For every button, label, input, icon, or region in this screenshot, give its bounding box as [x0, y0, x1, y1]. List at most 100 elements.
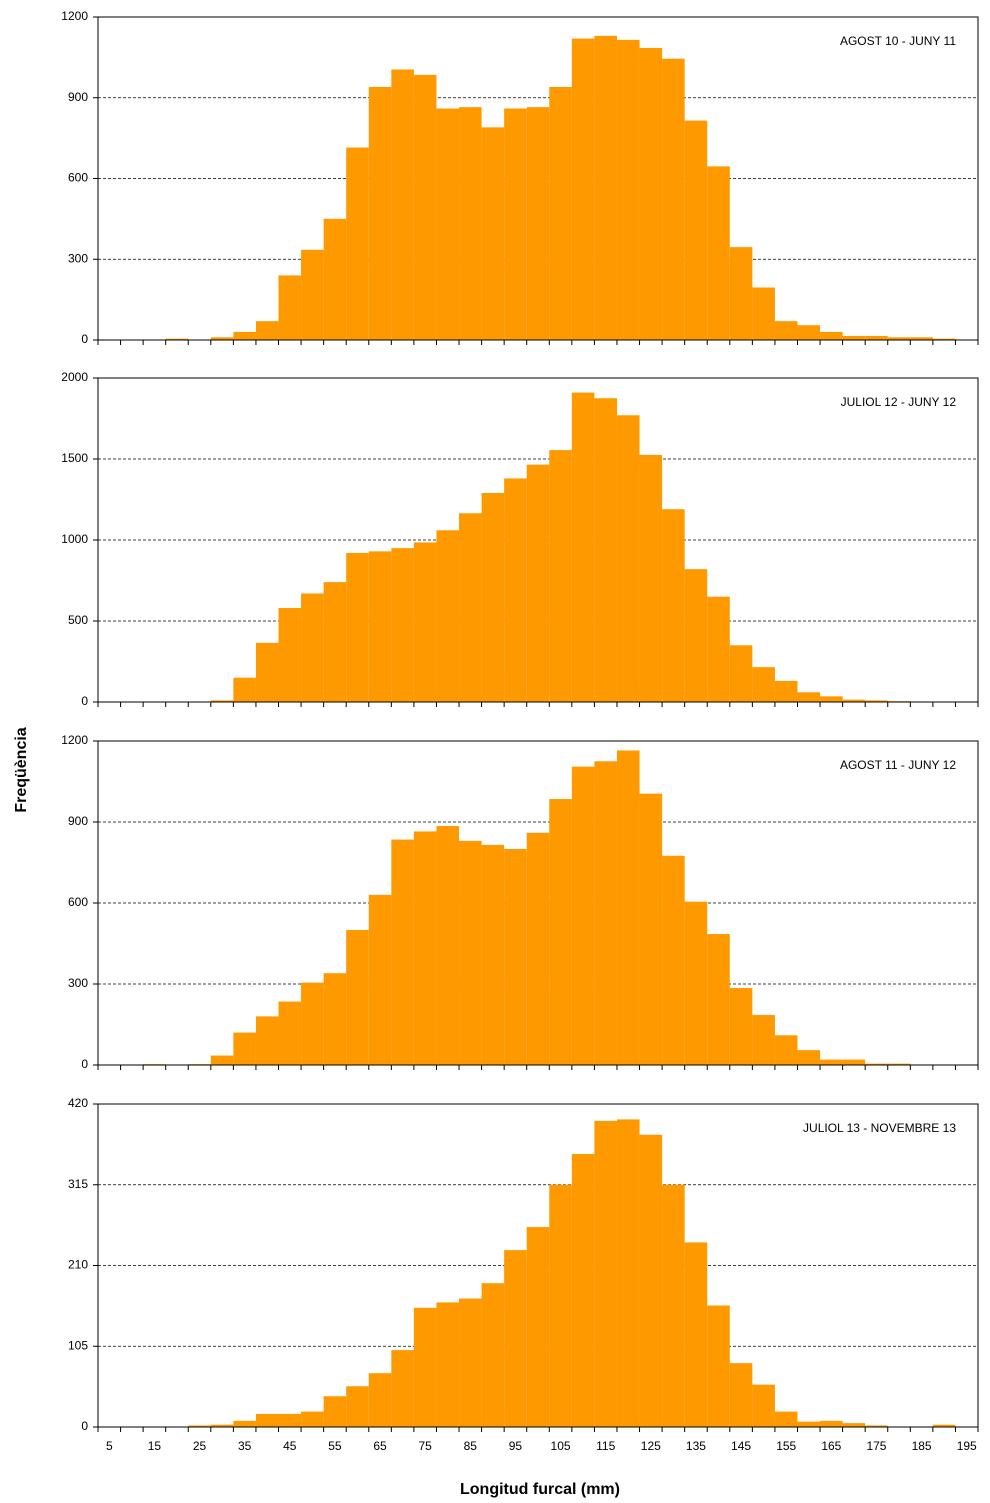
bar [368, 86, 392, 340]
x-tick-label: 65 [373, 1439, 387, 1453]
y-tick-label: 1000 [61, 532, 88, 546]
annotation: AGOST 10 - JUNY 11 [840, 34, 956, 48]
bar [616, 750, 640, 1065]
x-tick-label: 85 [464, 1439, 478, 1453]
plot-frame [97, 16, 979, 341]
bar [459, 840, 482, 1065]
bar [549, 799, 572, 1065]
bar [616, 39, 640, 341]
bar [368, 551, 392, 702]
bar [504, 478, 527, 702]
bar [481, 127, 505, 340]
bar [662, 1184, 685, 1427]
bar [459, 107, 482, 340]
y-tick-label: 300 [68, 251, 88, 265]
bar [797, 692, 821, 702]
bar [887, 337, 911, 340]
bar [504, 1250, 527, 1427]
y-tick-label: 0 [81, 332, 88, 346]
bar [210, 1055, 234, 1065]
bar [278, 275, 302, 340]
bar [571, 1153, 595, 1427]
bar [255, 642, 279, 702]
bar [346, 930, 369, 1065]
bar [549, 1184, 572, 1427]
bar [729, 645, 753, 702]
bar [436, 826, 460, 1065]
bar [842, 1423, 866, 1427]
bar [278, 1413, 302, 1427]
y-tick-label: 600 [68, 171, 88, 185]
bar [684, 901, 708, 1065]
bar [594, 35, 617, 340]
bar [571, 392, 595, 702]
bar [932, 1424, 956, 1427]
bar [820, 696, 843, 702]
bar [255, 1016, 279, 1065]
bar [323, 973, 347, 1065]
bar [774, 680, 798, 702]
bar [752, 1384, 775, 1427]
y-tick-label: 0 [81, 1057, 88, 1071]
bar [301, 249, 324, 340]
bar [662, 509, 685, 702]
bar [639, 47, 663, 341]
bar [210, 337, 234, 340]
bar [571, 38, 595, 341]
bar [391, 69, 414, 341]
bar [459, 1298, 482, 1427]
bar [413, 74, 437, 340]
bar [391, 548, 414, 702]
bar [729, 988, 753, 1065]
bar [301, 1411, 324, 1427]
x-tick-label: 145 [731, 1439, 751, 1453]
bar [391, 1350, 414, 1427]
bar [504, 108, 527, 341]
bar [526, 832, 550, 1065]
bar [820, 1059, 843, 1065]
bar [526, 1227, 550, 1427]
bar [684, 569, 708, 702]
x-tick-label: 45 [283, 1439, 297, 1453]
bar [481, 1283, 505, 1427]
bar [594, 1120, 617, 1427]
y-tick-label: 105 [68, 1338, 88, 1352]
bar [707, 934, 730, 1065]
bar [729, 247, 753, 340]
x-tick-label: 25 [193, 1439, 207, 1453]
x-tick-label: 125 [641, 1439, 661, 1453]
bar [413, 1307, 437, 1427]
bar [887, 1063, 911, 1065]
bar [165, 338, 189, 340]
bar [323, 1396, 347, 1427]
bar [526, 464, 550, 702]
x-tick-label: 155 [776, 1439, 796, 1453]
bar [752, 667, 775, 702]
bar [865, 1425, 888, 1427]
y-tick-label: 1200 [61, 9, 88, 23]
y-tick-label: 600 [68, 895, 88, 909]
bar [639, 793, 663, 1065]
bar [436, 1302, 460, 1427]
bar [301, 982, 324, 1065]
bar [346, 147, 369, 340]
plot-frame [97, 740, 979, 1066]
y-tick-label: 900 [68, 814, 88, 828]
y-tick-label: 0 [81, 694, 88, 708]
x-tick-label: 195 [957, 1439, 977, 1453]
bar [910, 337, 933, 340]
x-tick-label: 5 [106, 1439, 113, 1453]
bar [865, 700, 888, 702]
bar [481, 844, 505, 1065]
bar [571, 766, 595, 1065]
bar [210, 1424, 234, 1427]
bar [865, 335, 888, 340]
bar [684, 120, 708, 340]
x-tick-label: 135 [686, 1439, 706, 1453]
x-tick-label: 75 [418, 1439, 432, 1453]
bar [797, 325, 821, 340]
bar [820, 1420, 843, 1427]
bar [549, 86, 572, 340]
bar [233, 1420, 256, 1427]
